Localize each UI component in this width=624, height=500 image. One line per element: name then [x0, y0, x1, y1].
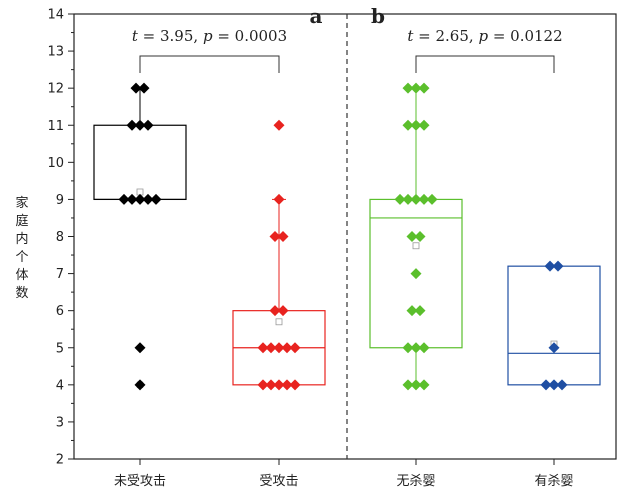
data-point-diamond — [289, 379, 301, 391]
data-point-diamond — [402, 379, 414, 391]
data-point-diamond — [418, 82, 430, 94]
plot-frame — [73, 13, 617, 460]
data-point-diamond — [281, 342, 293, 354]
y-tick-label: 13 — [47, 45, 64, 60]
significance-label: t = 3.95, p = 0.0003 — [132, 27, 287, 45]
data-point-diamond — [257, 379, 269, 391]
data-point-diamond — [130, 82, 142, 94]
data-point-diamond — [277, 305, 289, 317]
y-tick-label: 11 — [47, 119, 64, 134]
data-point-diamond — [257, 342, 269, 354]
significance-label: t = 2.65, p = 0.0122 — [407, 27, 562, 45]
data-point-diamond — [402, 82, 414, 94]
box-iqr — [507, 265, 601, 386]
data-point-diamond — [548, 379, 560, 391]
data-point-diamond — [418, 342, 430, 354]
data-point-diamond — [402, 119, 414, 131]
data-point-diamond — [289, 342, 301, 354]
data-point-diamond — [418, 119, 430, 131]
y-tick-label: 9 — [56, 193, 64, 208]
data-point-diamond — [410, 379, 422, 391]
data-point-diamond — [556, 379, 568, 391]
mean-marker — [412, 242, 420, 250]
data-point-diamond — [426, 193, 438, 205]
data-point-diamond — [273, 193, 285, 205]
y-tick-label: 7 — [56, 267, 64, 282]
data-point-diamond — [418, 379, 430, 391]
y-tick-label: 5 — [56, 341, 64, 356]
data-point-diamond — [394, 193, 406, 205]
data-point-diamond — [552, 260, 564, 272]
panel-label: b — [371, 4, 385, 28]
data-point-diamond — [126, 193, 138, 205]
data-point-diamond — [410, 82, 422, 94]
data-point-diamond — [273, 379, 285, 391]
y-axis-label-char: 家 — [15, 195, 28, 211]
data-point-diamond — [410, 268, 422, 280]
data-point-diamond — [269, 231, 281, 242]
data-point-diamond — [265, 379, 277, 391]
y-tick-label: 3 — [56, 415, 64, 430]
y-tick-label: 4 — [56, 378, 64, 393]
data-point-diamond — [548, 342, 560, 354]
data-point-diamond — [273, 342, 285, 354]
x-tick-label: 受攻击 — [259, 474, 298, 489]
y-axis-label-char: 个 — [15, 250, 28, 265]
data-point-diamond — [406, 231, 418, 242]
panel-label: a — [310, 4, 323, 28]
data-point-diamond — [134, 193, 146, 205]
data-point-diamond — [410, 342, 422, 354]
data-point-diamond — [126, 119, 138, 131]
data-point-diamond — [406, 305, 418, 317]
data-point-diamond — [134, 379, 146, 391]
data-point-diamond — [150, 193, 162, 205]
data-point-diamond — [269, 305, 281, 317]
data-point-diamond — [265, 342, 277, 354]
y-axis-label-char: 数 — [15, 286, 28, 301]
data-point-diamond — [138, 82, 150, 94]
data-point-diamond — [410, 193, 422, 205]
x-tick-label: 有杀婴 — [534, 474, 573, 489]
data-point-diamond — [414, 305, 426, 317]
x-tick-label: 无杀婴 — [396, 474, 435, 489]
data-point-diamond — [402, 193, 414, 205]
data-point-diamond — [134, 119, 146, 131]
significance-bracket — [139, 55, 280, 73]
data-points — [118, 82, 568, 391]
data-point-diamond — [277, 231, 289, 242]
y-tick-label: 12 — [47, 82, 64, 97]
y-axis-label-char: 庭 — [15, 213, 28, 229]
data-point-diamond — [414, 231, 426, 242]
data-point-diamond — [540, 379, 552, 391]
mean-marker — [275, 318, 283, 326]
y-tick-label: 6 — [56, 304, 64, 319]
y-tick-label: 2 — [56, 453, 64, 468]
significance-bracket — [415, 55, 555, 73]
x-tick-label: 未受攻击 — [114, 474, 166, 489]
annotations: t = 3.95, p = 0.0003 a t = 2.65, p = 0.012… — [132, 4, 563, 73]
y-tick-label: 14 — [47, 8, 64, 23]
y-tick-label: 10 — [47, 156, 64, 171]
y-axis-label-char: 内 — [15, 231, 28, 247]
data-point-diamond — [134, 342, 146, 354]
box-iqr — [93, 124, 187, 201]
data-point-diamond — [402, 342, 414, 354]
data-point-diamond — [142, 193, 154, 205]
data-point-diamond — [118, 193, 130, 205]
data-point-diamond — [544, 260, 556, 272]
y-tick-label: 8 — [56, 230, 64, 245]
y-axis-label-char: 体 — [15, 268, 28, 283]
data-point-diamond — [418, 193, 430, 205]
data-point-diamond — [142, 119, 154, 131]
data-point-diamond — [281, 379, 293, 391]
data-point-diamond — [273, 119, 285, 131]
data-point-diamond — [410, 119, 422, 131]
